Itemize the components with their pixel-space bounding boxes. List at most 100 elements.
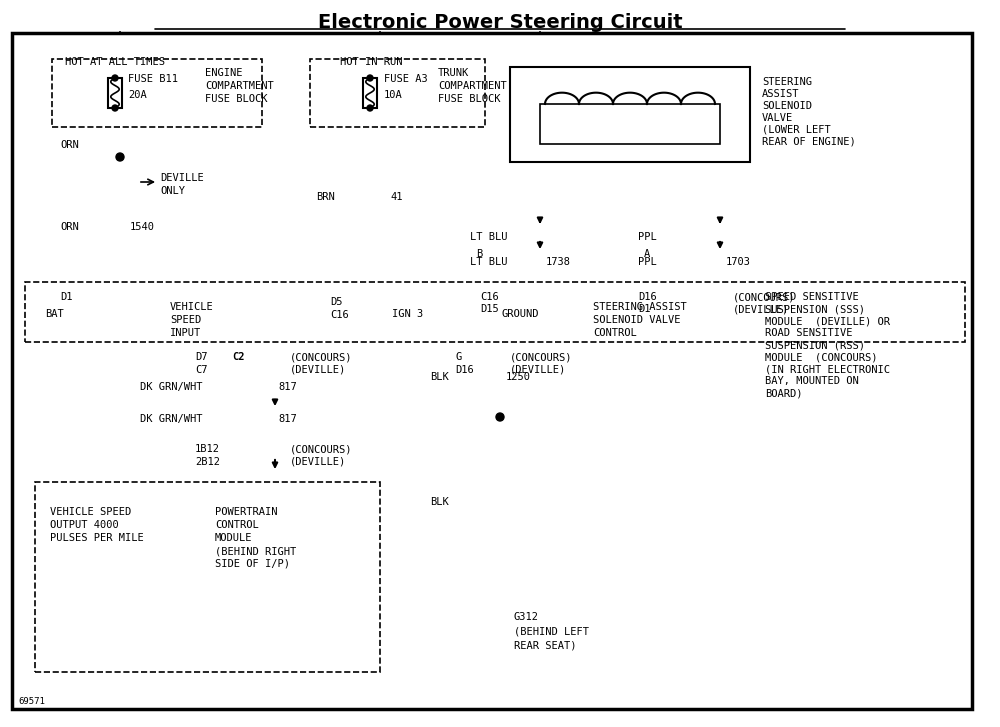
Text: ENGINE: ENGINE [205, 68, 242, 78]
Text: LT BLU: LT BLU [470, 232, 508, 242]
Text: DK GRN/WHT: DK GRN/WHT [140, 382, 202, 392]
Text: (CONCOURS): (CONCOURS) [510, 352, 572, 362]
Text: D5: D5 [330, 297, 342, 307]
Text: (CONCOURS): (CONCOURS) [290, 352, 352, 362]
Circle shape [367, 105, 373, 111]
Text: SOLENOID: SOLENOID [762, 101, 812, 111]
Text: VEHICLE SPEED: VEHICLE SPEED [50, 507, 131, 517]
Text: Electronic Power Steering Circuit: Electronic Power Steering Circuit [318, 12, 682, 31]
Text: 1738: 1738 [546, 257, 571, 267]
Text: OUTPUT 4000: OUTPUT 4000 [50, 520, 119, 530]
Text: CONTROL: CONTROL [215, 520, 259, 530]
Bar [52, 59, 262, 127]
Text: COMPARTMENT: COMPARTMENT [205, 81, 274, 91]
Text: C16: C16 [480, 292, 499, 302]
Circle shape [112, 75, 118, 81]
Text: IGN 3: IGN 3 [392, 309, 423, 319]
Bar [25, 282, 965, 342]
Text: 20A: 20A [128, 90, 147, 100]
Text: BLK: BLK [430, 497, 449, 507]
Text: FUSE A3: FUSE A3 [384, 74, 428, 84]
Text: ORN: ORN [60, 140, 79, 150]
Text: 69571: 69571 [18, 697, 45, 707]
Text: ONLY: ONLY [160, 186, 185, 196]
Text: D15: D15 [480, 304, 499, 314]
Text: C16: C16 [330, 310, 349, 320]
Text: ORN: ORN [60, 222, 79, 232]
Text: D1: D1 [60, 292, 72, 302]
Text: VALVE: VALVE [762, 113, 793, 123]
Text: 1250: 1250 [506, 372, 531, 382]
Text: PPL: PPL [638, 232, 657, 242]
Text: SUSPENSION (RSS): SUSPENSION (RSS) [765, 340, 865, 350]
Text: REAR OF ENGINE): REAR OF ENGINE) [762, 137, 856, 147]
Text: 10A: 10A [384, 90, 403, 100]
Text: D16: D16 [455, 365, 474, 375]
Text: C7: C7 [195, 365, 208, 375]
Circle shape [112, 105, 118, 111]
Text: (BEHIND LEFT: (BEHIND LEFT [514, 626, 589, 636]
Text: C2: C2 [232, 352, 244, 362]
Bar [35, 482, 380, 672]
Bar [510, 67, 750, 162]
Text: LT BLU: LT BLU [470, 257, 508, 267]
Text: (DEVILLE): (DEVILLE) [510, 365, 566, 375]
Text: 2B12: 2B12 [195, 457, 220, 467]
Text: FUSE B11: FUSE B11 [128, 74, 178, 84]
Text: STEERING ASSIST: STEERING ASSIST [593, 302, 687, 312]
Text: G: G [455, 352, 461, 362]
Text: REAR SEAT): REAR SEAT) [514, 640, 576, 650]
Text: BLK: BLK [430, 372, 449, 382]
Text: 1540: 1540 [130, 222, 155, 232]
Text: BAY, MOUNTED ON: BAY, MOUNTED ON [765, 376, 859, 386]
Text: VEHICLE: VEHICLE [170, 302, 214, 312]
Text: (LOWER LEFT: (LOWER LEFT [762, 125, 831, 135]
Text: SPEED: SPEED [170, 315, 201, 325]
Text: (DEVILLE): (DEVILLE) [290, 457, 346, 467]
Text: DEVILLE: DEVILLE [160, 173, 204, 183]
Text: B: B [476, 249, 482, 259]
Text: 817: 817 [278, 382, 297, 392]
Circle shape [367, 75, 373, 81]
Text: (CONCOURS): (CONCOURS) [733, 292, 796, 302]
Text: HOT IN RUN: HOT IN RUN [340, 57, 402, 67]
Text: A: A [644, 249, 650, 259]
Text: 41: 41 [390, 192, 402, 202]
Text: D7: D7 [195, 352, 208, 362]
Text: MODULE: MODULE [215, 533, 252, 543]
Text: D16: D16 [638, 292, 657, 302]
Text: BRN: BRN [316, 192, 335, 202]
Text: SOLENOID VALVE: SOLENOID VALVE [593, 315, 680, 325]
Bar [108, 78, 122, 108]
Text: SUSPENSION (SSS): SUSPENSION (SSS) [765, 304, 865, 314]
Text: ROAD SENSITIVE: ROAD SENSITIVE [765, 328, 852, 338]
Text: (DEVILLE): (DEVILLE) [290, 365, 346, 375]
Text: (DEVILLE): (DEVILLE) [733, 304, 789, 314]
Text: PULSES PER MILE: PULSES PER MILE [50, 533, 144, 543]
Text: D1: D1 [638, 304, 650, 314]
Text: CONTROL: CONTROL [593, 328, 637, 338]
Text: TRUNK: TRUNK [438, 68, 469, 78]
Text: SPEED SENSITIVE: SPEED SENSITIVE [765, 292, 859, 302]
Text: STEERING: STEERING [762, 77, 812, 87]
Circle shape [496, 413, 504, 421]
Text: (IN RIGHT ELECTRONIC: (IN RIGHT ELECTRONIC [765, 364, 890, 374]
Text: 1B12: 1B12 [195, 444, 220, 454]
Text: MODULE  (DEVILLE) OR: MODULE (DEVILLE) OR [765, 316, 890, 326]
Text: COMPARTMENT: COMPARTMENT [438, 81, 507, 91]
Circle shape [116, 153, 124, 161]
Text: POWERTRAIN: POWERTRAIN [215, 507, 278, 517]
Text: SIDE OF I/P): SIDE OF I/P) [215, 559, 290, 569]
Text: BAT: BAT [45, 309, 64, 319]
Text: (CONCOURS): (CONCOURS) [290, 444, 352, 454]
Text: DK GRN/WHT: DK GRN/WHT [140, 414, 202, 424]
Text: BOARD): BOARD) [765, 388, 802, 398]
Bar [363, 78, 377, 108]
Text: FUSE BLOCK: FUSE BLOCK [205, 94, 268, 104]
Text: 1703: 1703 [726, 257, 751, 267]
Text: PPL: PPL [638, 257, 657, 267]
Text: (BEHIND RIGHT: (BEHIND RIGHT [215, 546, 296, 556]
Text: FUSE BLOCK: FUSE BLOCK [438, 94, 501, 104]
Text: GROUND: GROUND [502, 309, 540, 319]
Bar [540, 104, 720, 144]
